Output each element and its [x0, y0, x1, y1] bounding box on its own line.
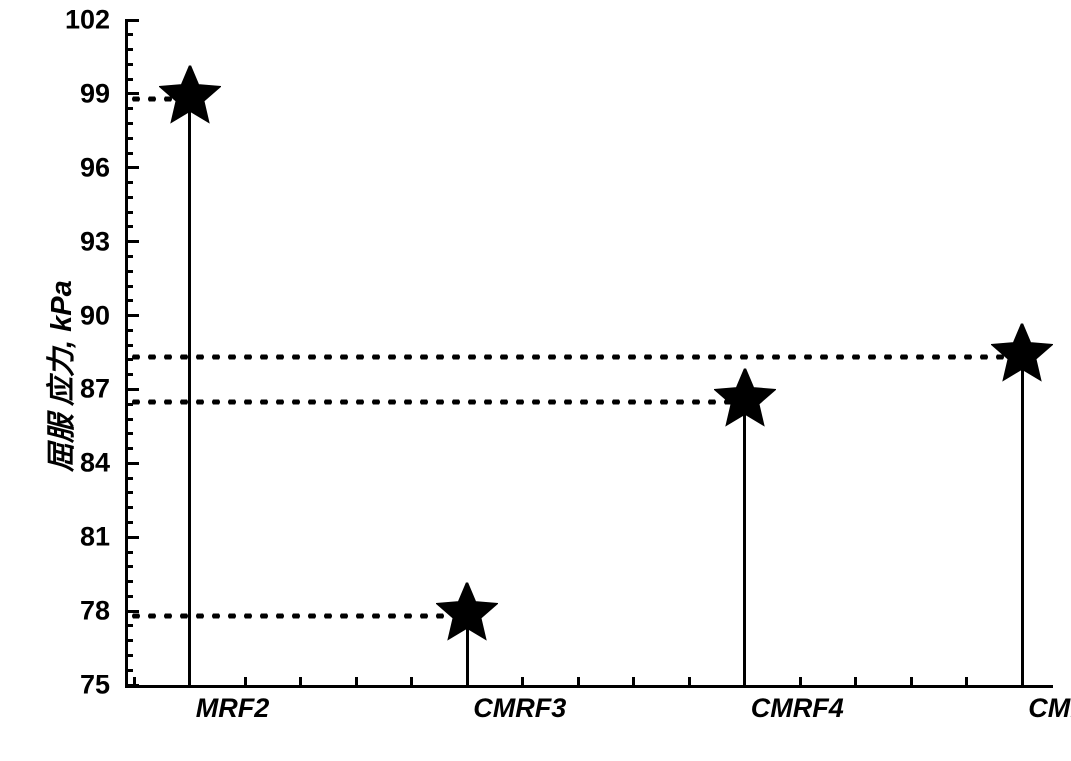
y-minor-tick — [125, 624, 133, 627]
y-tick — [125, 610, 139, 613]
y-minor-tick — [125, 196, 133, 199]
x-minor-tick — [299, 677, 302, 685]
y-minor-tick — [125, 152, 133, 155]
x-tick-label: CMRF3 — [473, 693, 566, 724]
y-minor-tick — [125, 285, 133, 288]
data-point-star — [436, 583, 498, 650]
y-minor-tick — [125, 211, 133, 214]
y-minor-tick — [125, 137, 133, 140]
y-minor-tick — [125, 654, 133, 657]
y-minor-tick — [125, 329, 133, 332]
y-minor-tick — [125, 506, 133, 509]
x-tick-label: CMRF4 — [751, 693, 844, 724]
y-minor-tick — [125, 122, 133, 125]
y-minor-tick — [125, 595, 133, 598]
y-minor-tick — [125, 477, 133, 480]
y-tick — [125, 240, 139, 243]
x-tick-label: CMRF5 — [1028, 693, 1071, 724]
y-tick-label: 102 — [0, 5, 110, 36]
y-minor-tick — [125, 432, 133, 435]
x-minor-tick — [965, 677, 968, 685]
y-minor-tick — [125, 551, 133, 554]
y-minor-tick — [125, 225, 133, 228]
y-minor-tick — [125, 344, 133, 347]
data-point-star — [159, 65, 221, 132]
x-minor-tick — [577, 677, 580, 685]
y-tick-label: 78 — [0, 596, 110, 627]
ref-dotted-line — [128, 399, 745, 404]
x-axis — [125, 685, 1053, 688]
y-tick — [125, 462, 139, 465]
y-minor-tick — [125, 299, 133, 302]
y-minor-tick — [125, 565, 133, 568]
y-minor-tick — [125, 418, 133, 421]
data-point-star — [714, 368, 776, 435]
y-minor-tick — [125, 447, 133, 450]
x-minor-tick — [355, 677, 358, 685]
y-minor-tick — [125, 521, 133, 524]
y-tick-label: 93 — [0, 226, 110, 257]
drop-line — [743, 402, 746, 685]
y-tick — [125, 19, 139, 22]
y-tick-label: 87 — [0, 374, 110, 405]
y-tick — [125, 536, 139, 539]
y-minor-tick — [125, 48, 133, 51]
y-minor-tick — [125, 491, 133, 494]
y-tick-label: 84 — [0, 448, 110, 479]
y-tick-label: 99 — [0, 78, 110, 109]
y-tick — [125, 92, 139, 95]
x-minor-tick — [133, 677, 136, 685]
drop-line — [188, 99, 191, 685]
ref-dotted-line — [128, 355, 1022, 360]
y-tick-label: 96 — [0, 152, 110, 183]
ref-dotted-line — [128, 614, 467, 619]
x-minor-tick — [632, 677, 635, 685]
x-minor-tick — [910, 677, 913, 685]
y-minor-tick — [125, 270, 133, 273]
x-minor-tick — [854, 677, 857, 685]
y-minor-tick — [125, 181, 133, 184]
y-minor-tick — [125, 669, 133, 672]
y-minor-tick — [125, 107, 133, 110]
y-minor-tick — [125, 63, 133, 66]
y-tick-label: 90 — [0, 300, 110, 331]
x-minor-tick — [799, 677, 802, 685]
data-point-star — [991, 324, 1053, 391]
y-tick — [125, 314, 139, 317]
x-tick-label: MRF2 — [196, 693, 270, 724]
drop-line — [1021, 357, 1024, 685]
y-tick-label: 81 — [0, 522, 110, 553]
y-tick — [125, 166, 139, 169]
x-minor-tick — [410, 677, 413, 685]
y-tick — [125, 388, 139, 391]
plot-area — [125, 20, 1050, 685]
y-tick-label: 75 — [0, 670, 110, 701]
x-minor-tick — [244, 677, 247, 685]
y-minor-tick — [125, 580, 133, 583]
y-minor-tick — [125, 373, 133, 376]
x-minor-tick — [521, 677, 524, 685]
yield-stress-chart: 屈服 应力, kPa 757881848790939699102MRF2CMRF… — [0, 0, 1071, 761]
x-minor-tick — [688, 677, 691, 685]
y-minor-tick — [125, 78, 133, 81]
y-minor-tick — [125, 33, 133, 36]
y-minor-tick — [125, 639, 133, 642]
y-minor-tick — [125, 255, 133, 258]
